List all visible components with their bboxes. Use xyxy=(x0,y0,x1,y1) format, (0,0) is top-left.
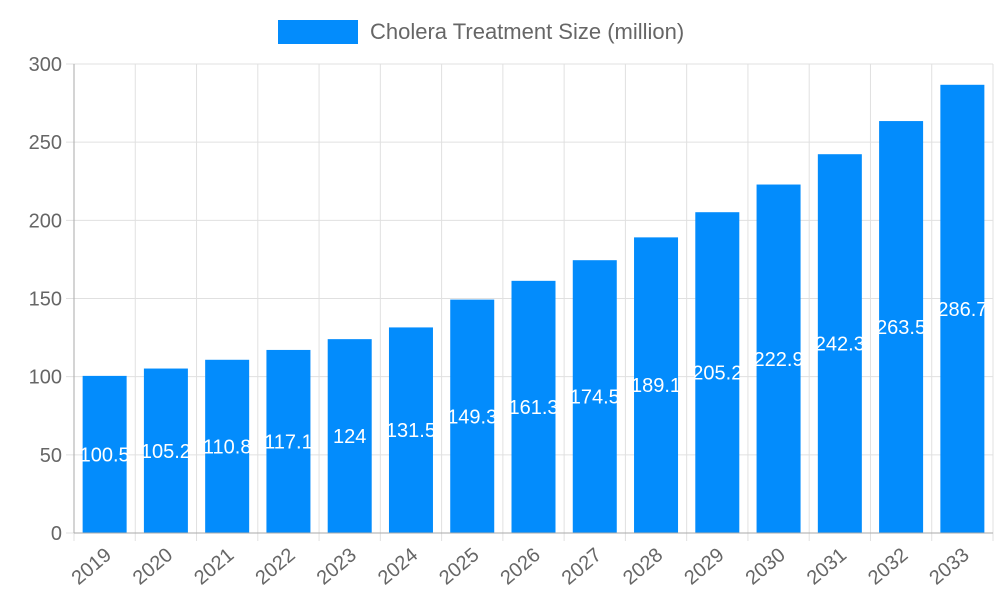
x-tick-label: 2027 xyxy=(558,544,606,589)
bar xyxy=(82,375,127,533)
x-tick-label: 2022 xyxy=(251,544,299,589)
x-tick-label: 2025 xyxy=(435,544,483,589)
data-label: 205.2 xyxy=(692,363,742,385)
x-tick-label: 2032 xyxy=(864,544,912,589)
data-label: 100.5 xyxy=(80,444,130,466)
x-tick-label: 2031 xyxy=(803,544,851,589)
bar xyxy=(572,260,617,533)
bar xyxy=(756,184,801,533)
data-label: 117.1 xyxy=(264,431,313,453)
bar xyxy=(879,121,924,533)
y-tick-label: 250 xyxy=(29,132,62,154)
data-label: 105.2 xyxy=(141,441,191,463)
bar xyxy=(143,368,188,533)
bar xyxy=(388,327,433,533)
data-label: 242.3 xyxy=(815,334,865,356)
data-label: 149.3 xyxy=(447,406,497,428)
data-label: 124 xyxy=(333,426,366,448)
data-label: 263.5 xyxy=(876,317,926,339)
bar xyxy=(634,237,679,534)
bar xyxy=(450,299,495,533)
y-tick-label: 100 xyxy=(29,367,62,389)
bar xyxy=(511,280,556,533)
bar xyxy=(205,359,250,533)
data-label: 161.3 xyxy=(508,397,558,419)
x-tick-label: 2033 xyxy=(925,544,973,589)
bar xyxy=(940,84,985,534)
y-tick-label: 0 xyxy=(51,523,62,545)
x-tick-label: 2021 xyxy=(190,544,238,589)
x-tick-label: 2023 xyxy=(313,544,361,589)
data-label: 286.7 xyxy=(937,299,987,321)
y-tick-label: 200 xyxy=(29,210,62,232)
legend-swatch xyxy=(278,20,358,44)
x-tick-label: 2030 xyxy=(742,544,790,589)
grid xyxy=(66,63,994,541)
legend[interactable]: Cholera Treatment Size (million) xyxy=(278,19,684,44)
x-tick-label: 2029 xyxy=(680,544,728,589)
bar xyxy=(266,349,311,533)
data-label: 110.8 xyxy=(203,436,252,458)
bar xyxy=(327,339,372,533)
bar xyxy=(695,212,740,534)
data-label: 189.1 xyxy=(631,375,681,397)
bar xyxy=(817,154,862,533)
data-label: 222.9 xyxy=(754,349,804,371)
data-label: 131.5 xyxy=(386,420,436,442)
x-tick-label: 2028 xyxy=(619,544,667,589)
data-label: 174.5 xyxy=(570,387,620,409)
bars: 100.5 105.2 110.8 117.1 124 131.5 149.3 161.3 17… xyxy=(80,84,987,534)
y-tick-label: 50 xyxy=(40,445,62,467)
y-tick-label: 150 xyxy=(29,289,62,311)
x-tick-label: 2020 xyxy=(129,544,177,589)
x-tick-label: 2019 xyxy=(68,544,116,589)
legend-label: Cholera Treatment Size (million) xyxy=(370,19,684,44)
y-tick-label: 300 xyxy=(29,54,62,76)
x-tick-label: 2026 xyxy=(496,544,544,589)
x-tick-label: 2024 xyxy=(374,544,422,589)
